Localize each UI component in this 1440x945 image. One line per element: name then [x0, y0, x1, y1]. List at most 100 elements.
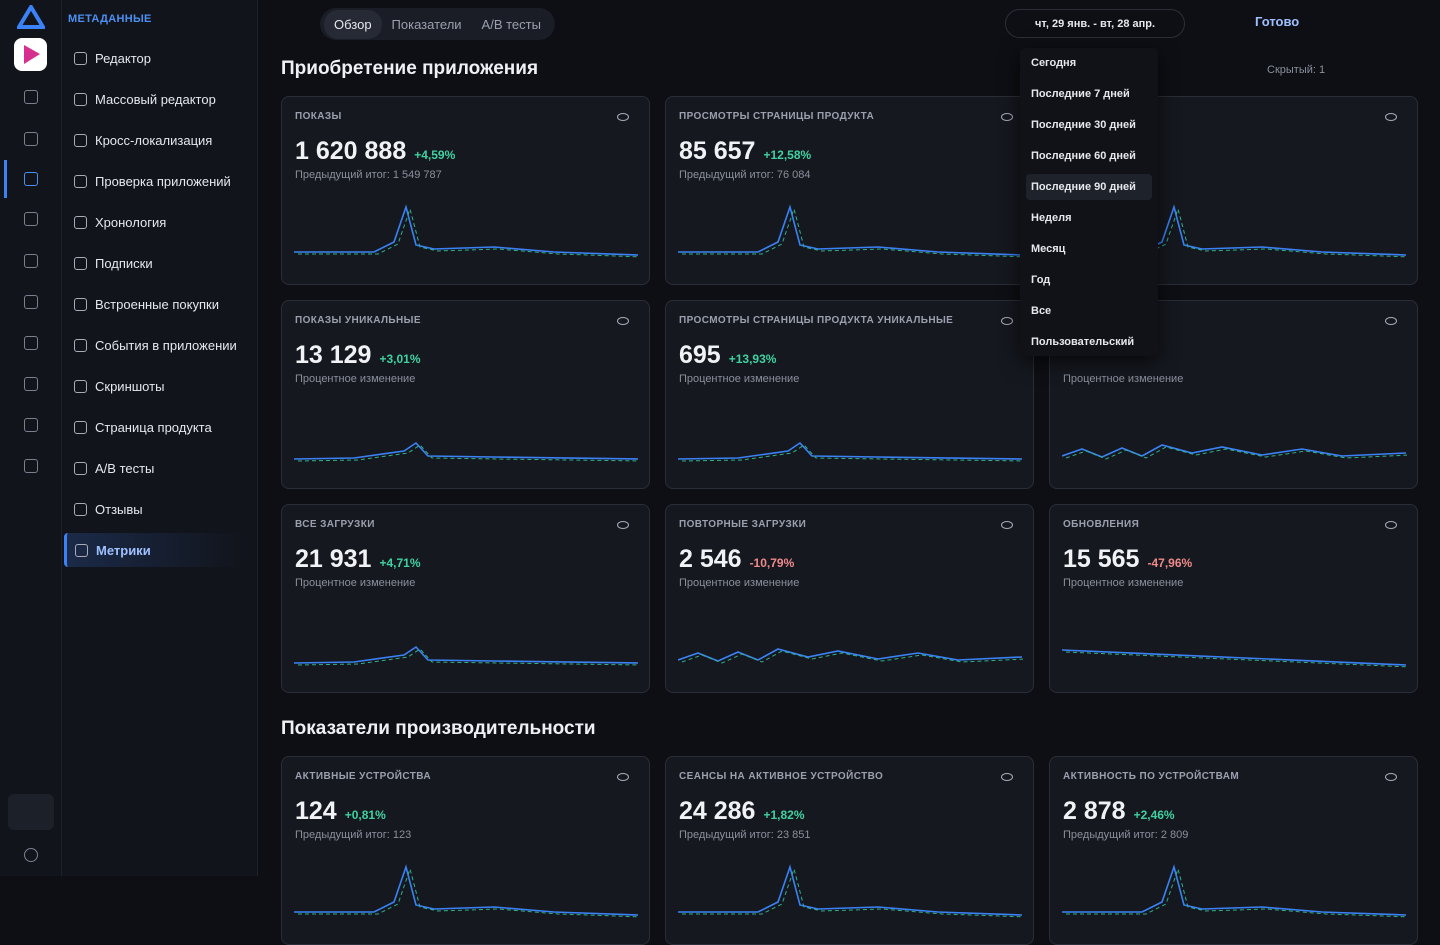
card-value-row: 21 931 +4,71%	[295, 545, 421, 574]
item-label: Кросс-локализация	[95, 132, 213, 148]
sidebar-item[interactable]: Массовый редактор	[72, 82, 252, 116]
sparkline-path	[678, 648, 1023, 662]
item-icon	[74, 297, 87, 311]
sidebar-item[interactable]: Хронология	[72, 205, 252, 239]
card-value-row: 2 878 +2,46%	[1063, 797, 1175, 826]
dropdown-option[interactable]: Год	[1031, 274, 1051, 286]
rail-icon[interactable]	[24, 459, 38, 473]
card-change: +13,93%	[728, 352, 777, 366]
card-title: ПОКАЗЫ УНИКАЛЬНЫЕ	[295, 315, 421, 326]
eye-icon[interactable]	[617, 773, 629, 781]
sparkline-path	[682, 867, 1023, 918]
eye-icon[interactable]	[1385, 113, 1397, 121]
eye-icon[interactable]	[1001, 113, 1013, 121]
card-value-row: 85 657 +12,58%	[679, 137, 811, 166]
sparkline	[294, 864, 639, 918]
card-note: Предыдущий итог: 2 809	[1063, 829, 1189, 841]
item-icon	[74, 502, 87, 516]
sparkline-path	[298, 867, 639, 918]
sidebar-item[interactable]: Отзывы	[72, 492, 252, 526]
rail-icon[interactable]	[24, 377, 38, 391]
item-label: Проверка приложений	[95, 173, 231, 189]
sparkline-path	[681, 650, 1023, 664]
sidebar-item[interactable]: Встроенные покупки	[72, 287, 252, 321]
metric-card: СЕАНСЫ НА АКТИВНОЕ УСТРОЙСТВО 24 286 +1,82…	[665, 756, 1034, 945]
profile-icon[interactable]	[24, 848, 38, 862]
card-value-row: 15 565 -47,96%	[1063, 545, 1192, 574]
sparkline-path	[1062, 864, 1407, 916]
rail-icon[interactable]	[24, 212, 38, 226]
dropdown-option[interactable]: Последние 60 дней	[1031, 150, 1136, 162]
sidebar-item[interactable]: A/B тесты	[72, 451, 252, 485]
eye-icon[interactable]	[1001, 773, 1013, 781]
eye-icon[interactable]	[617, 113, 629, 121]
dropdown-option[interactable]: Все	[1031, 305, 1052, 317]
card-note: Предыдущий итог: 23 851	[679, 829, 811, 841]
sparkline-path	[678, 864, 1023, 916]
tab[interactable]: Обзор	[324, 9, 382, 39]
sparkline	[678, 441, 1023, 462]
card-value-row: 13 129 +3,01%	[295, 341, 421, 370]
date-range[interactable]: чт, 29 янв. - вт, 28 апр.	[1005, 9, 1185, 38]
rail-icon[interactable]	[24, 295, 38, 309]
sidebar-item[interactable]: События в приложении	[72, 328, 252, 362]
rail-icon[interactable]	[24, 90, 38, 104]
dropdown-option[interactable]: Неделя	[1031, 212, 1072, 224]
sparkline-path	[294, 204, 639, 256]
rail-icon[interactable]	[24, 418, 38, 432]
sidebar-item[interactable]: Проверка приложений	[72, 164, 252, 198]
sparkline	[678, 204, 1023, 258]
dropdown-option[interactable]: Последние 90 дней	[1026, 174, 1152, 200]
card-title: АКТИВНОСТЬ ПО УСТРОЙСТВАМ	[1063, 771, 1240, 782]
sparkline-path	[678, 441, 1023, 460]
sidebar-item[interactable]: Метрики	[64, 533, 244, 567]
eye-icon[interactable]	[617, 521, 629, 529]
rail-icon[interactable]	[24, 336, 38, 350]
card-change: -47,96%	[1147, 556, 1193, 570]
sparkline-path	[1062, 444, 1407, 458]
collapse-button[interactable]	[8, 794, 54, 830]
sidebar-item[interactable]: Страница продукта	[72, 410, 252, 444]
rail-icon[interactable]	[24, 172, 38, 186]
eye-icon[interactable]	[1385, 317, 1397, 325]
sidebar-item[interactable]: Подписки	[72, 246, 252, 280]
metric-card: ВСЕ ЗАГРУЗКИ 21 931 +4,71% Процентное измен…	[281, 504, 650, 693]
tab[interactable]: A/B тесты	[481, 16, 541, 32]
item-label: Метрики	[96, 542, 151, 558]
eye-icon[interactable]	[1385, 773, 1397, 781]
card-title: ПОВТОРНЫЕ ЗАГРУЗКИ	[679, 519, 807, 530]
card-note: Предыдущий итог: 1 549 787	[295, 169, 442, 181]
dropdown-option[interactable]: Сегодня	[1031, 57, 1077, 69]
dropdown-option[interactable]: Последние 7 дней	[1031, 88, 1130, 100]
dropdown-option[interactable]: Последние 30 дней	[1031, 119, 1136, 131]
app-icon[interactable]	[14, 38, 47, 71]
done-button[interactable]: Готово	[1255, 14, 1300, 29]
eye-icon[interactable]	[1001, 317, 1013, 325]
eye-icon[interactable]	[1001, 521, 1013, 529]
card-note: Предыдущий итог: 123	[295, 829, 412, 841]
item-label: Скриншоты	[95, 378, 165, 394]
tab[interactable]: Показатели	[391, 16, 462, 32]
item-label: Страница продукта	[95, 419, 212, 435]
metric-card: ПОВТОРНЫЕ ЗАГРУЗКИ 2 546 -10,79% Процентное…	[665, 504, 1034, 693]
card-value: 21 931	[295, 545, 372, 573]
dropdown-option[interactable]: Месяц	[1031, 243, 1066, 255]
sidebar-item[interactable]: Скриншоты	[72, 369, 252, 403]
rail-icon[interactable]	[24, 254, 38, 268]
dropdown-option[interactable]: Пользовательский	[1031, 336, 1135, 348]
app: МЕТАДАННЫЕ Обзор Показатели A/B тесты чт, …	[4, 0, 1418, 945]
metric-card: АКТИВНЫЕ УСТРОЙСТВА 124 +0,81% Предыдущий и…	[281, 756, 650, 945]
card-value-row: 695 +13,93%	[679, 341, 776, 370]
page: Metrics {"sidebar":{"section":"МЕТАДАННЫ…	[4, 0, 1418, 945]
sidebar-item[interactable]: Кросс-локализация	[72, 123, 252, 157]
sparkline-path	[294, 864, 639, 916]
logo	[17, 5, 45, 29]
card-title: ВСЕ ЗАГРУЗКИ	[295, 519, 375, 530]
sidebar	[62, 0, 258, 876]
sidebar-item[interactable]: Редактор	[72, 41, 252, 75]
rail-icon[interactable]	[24, 132, 38, 146]
eye-icon[interactable]	[1385, 521, 1397, 529]
sparkline-path	[1065, 651, 1407, 668]
item-icon	[74, 51, 87, 65]
eye-icon[interactable]	[617, 317, 629, 325]
